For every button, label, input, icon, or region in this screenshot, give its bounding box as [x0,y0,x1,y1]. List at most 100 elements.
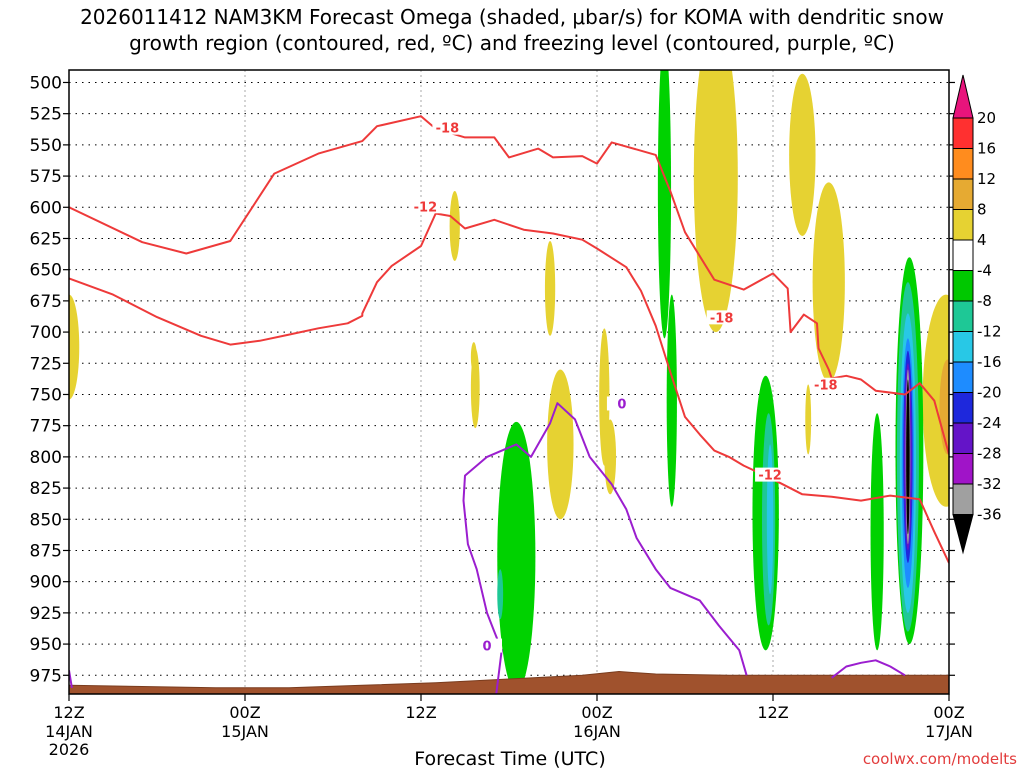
y-tick-label: 725 [30,354,62,374]
colorbar-swatch [952,300,974,332]
colorbar-bottom-arrow [952,514,974,555]
colorbar-swatch [952,483,974,515]
contour-label: -18 [436,122,460,137]
y-tick-label: 675 [30,292,62,312]
contour-label: 0 [482,640,491,655]
colorbar-swatch [952,117,974,149]
contour-freezing-level-right [831,659,906,679]
colorbar-label: -4 [977,262,992,280]
colorbar-label: 12 [977,170,996,188]
contour-label-bg [706,310,737,325]
chart-title: 2026011412 NAM3KM Forecast Omega (shaded… [80,5,944,55]
y-tick-label: 525 [30,105,62,125]
omega-region [544,240,556,336]
contour-label: 0 [617,397,626,412]
contour-label: -12 [758,469,782,484]
omega-region [449,191,460,261]
x-axis-title: Forecast Time (UTC) [414,748,605,768]
colorbar: 20 16 12 8 4 -4 -8 -12 -16 -20 -24 -28 -32 -36 [952,74,1002,555]
x-tick-time: 00Z [229,703,260,722]
y-tick-label: 850 [30,510,62,530]
colorbar-swatch [952,331,974,363]
terrain-fill [69,671,949,694]
omega-region [470,342,477,373]
y-tick-label: 825 [30,479,62,499]
x-tick-date: 14JAN [45,722,93,741]
y-tick-label: 625 [30,229,62,249]
colorbar-swatch [952,392,974,424]
colorbar-swatch [952,239,974,271]
contour-label-bg [472,638,502,653]
contour-label: -12 [414,200,438,215]
title-line-1: 2026011412 NAM3KM Forecast Omega (shaded… [80,5,944,29]
y-tick-label: 875 [30,541,62,561]
omega-region [69,294,80,400]
x-tick-date: 16JAN [573,722,621,741]
colorbar-label: -24 [977,414,1002,432]
omega-region [547,369,574,520]
y-tick-label: 750 [30,385,62,405]
omega-region [666,294,677,507]
omega-region [789,73,816,236]
plot-frame [68,69,950,695]
colorbar-label: 8 [977,201,987,219]
colorbar-label: -32 [977,475,1002,493]
omega-region [766,444,774,595]
omega-region [657,70,672,339]
colorbar-label: -28 [977,445,1002,463]
x-tick-time: 12Z [757,703,788,722]
contour-label-bg [755,467,786,482]
colorbar-swatch [952,178,974,210]
x-tick-time: 12Z [53,703,84,722]
y-tick-label: 575 [30,167,62,187]
omega-shading [69,70,949,692]
colorbar-swatch [952,453,974,485]
contour-label-bg [810,377,841,392]
colorbar-label: 20 [977,109,996,127]
colorbar-swatch [952,422,974,454]
omega-region [812,182,845,382]
omega-region [906,379,910,535]
omega-region [870,413,884,651]
contour-dgz-minus18 [69,115,949,455]
x-tick-date: 15JAN [221,722,269,741]
y-tick-label: 550 [30,136,62,156]
x-tick-time: 00Z [933,703,964,722]
x-tick-time: 00Z [581,703,612,722]
y-tick-label: 700 [30,323,62,343]
contour-label: -18 [814,379,838,394]
colorbar-label: -12 [977,323,1002,341]
omega-region [497,421,536,692]
y-tick-label: 950 [30,635,62,655]
title-line-2: growth region (contoured, red, ºC) and f… [129,31,895,55]
colorbar-label: 4 [977,231,987,249]
contour-label-bg [410,199,441,214]
colorbar-swatch [952,270,974,302]
y-tick-label: 600 [30,198,62,218]
y-axis: 500 525 550 575 600 625 650 675 700 725 750 775 800 8… [30,73,955,686]
contour-layer: -18 -18 -18 -12 -12 0 0 [69,115,949,694]
y-tick-label: 500 [30,73,62,93]
omega-region [922,294,949,507]
colorbar-top-arrow [952,74,974,119]
x-tick-date: 17JAN [925,722,973,741]
colorbar-label: -8 [977,292,992,310]
x-tick-time: 12Z [405,703,436,722]
y-tick-label: 650 [30,261,62,281]
y-tick-label: 925 [30,604,62,624]
contour-label-bg [606,396,637,411]
omega-region [497,569,504,620]
colorbar-label: -16 [977,353,1002,371]
contour-dgz-minus12 [69,212,949,564]
credit-text: coolwx.com/modelts [863,750,1017,768]
contour-freezing-level-main [462,402,748,694]
y-tick-label: 775 [30,417,62,437]
y-tick-label: 900 [30,573,62,593]
contour-label-bg [432,120,463,135]
omega-region [805,384,812,455]
colorbar-swatch [952,209,974,241]
terrain-layer [69,671,949,694]
colorbar-swatch [952,361,974,393]
y-tick-label: 800 [30,448,62,468]
